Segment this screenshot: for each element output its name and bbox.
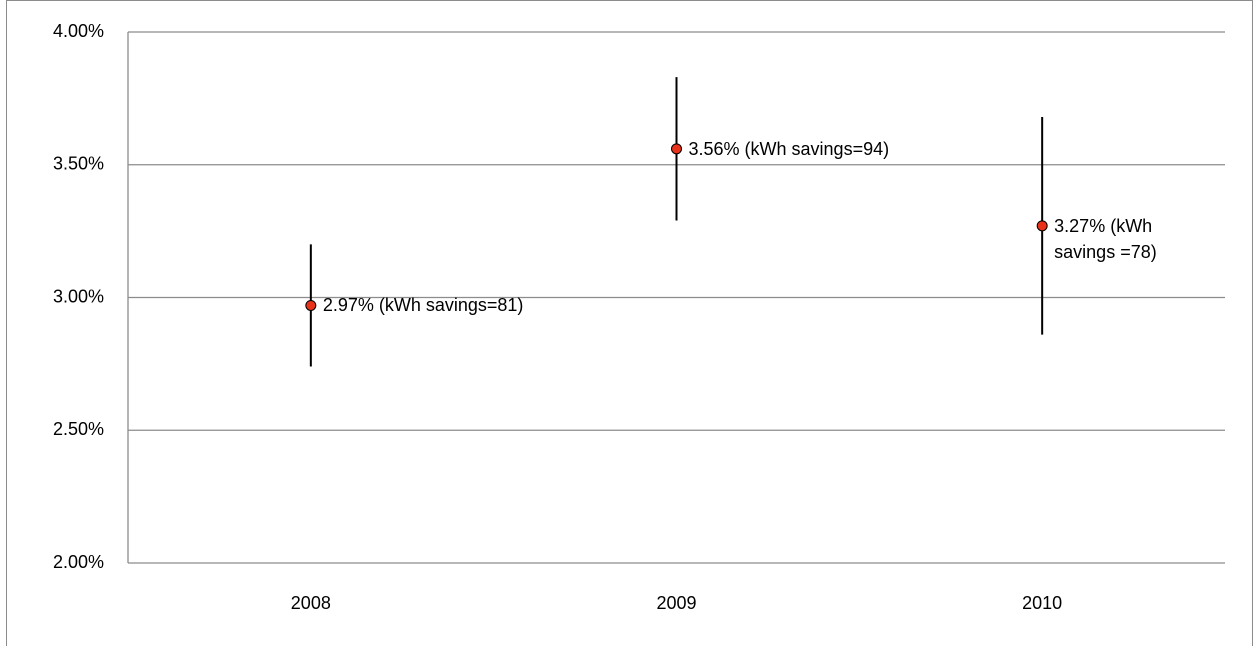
data-point — [305, 299, 317, 311]
y-tick-label: 2.50% — [53, 419, 104, 439]
x-tick-label: 2010 — [1022, 593, 1062, 613]
value-label: 3.56% (kWh savings=94) — [688, 138, 890, 159]
y-tick-label: 4.00% — [53, 21, 104, 41]
y-tick-label: 3.00% — [53, 286, 104, 306]
value-label-box: 3.27% (kWh savings =78) — [1054, 215, 1157, 262]
chart-frame — [6, 0, 1253, 646]
value-label: 3.27% (kWh savings =78) — [1054, 215, 1157, 262]
data-point — [671, 143, 682, 155]
y-tick-label: 3.50% — [53, 154, 104, 174]
x-tick-label: 2008 — [291, 593, 331, 613]
data-point — [1036, 220, 1048, 232]
value-label-box: 2.97% (kWh savings=81) — [322, 295, 524, 316]
y-tick-label: 2.00% — [53, 552, 104, 572]
value-label-box: 3.56% (kWh savings=94) — [688, 138, 890, 159]
x-tick-label: 2009 — [656, 593, 696, 613]
value-label: 2.97% (kWh savings=81) — [322, 295, 524, 316]
